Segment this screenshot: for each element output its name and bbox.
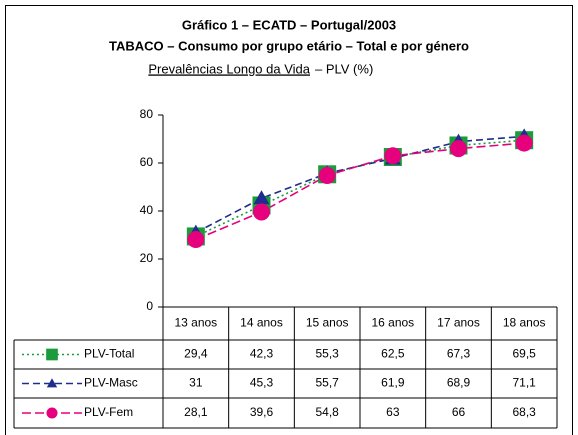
table-value: 62,5 — [381, 347, 405, 361]
y-tick-label: 60 — [140, 155, 154, 169]
frame — [5, 5, 573, 435]
series-line — [195, 139, 525, 238]
data-point — [318, 166, 336, 184]
data-point — [253, 190, 270, 205]
legend-label: PLV-Masc — [84, 376, 138, 390]
chart-title: Gráfico 1 – ECATD – Portugal/2003 — [182, 17, 396, 32]
y-tick-label: 80 — [140, 107, 154, 121]
table-value: 45,3 — [250, 376, 274, 390]
table-value: 39,6 — [250, 405, 274, 419]
y-tick-label: 20 — [140, 251, 154, 265]
data-point — [253, 203, 270, 221]
table-value: 66 — [452, 405, 466, 419]
table-value: 31 — [189, 376, 203, 390]
legend-label: PLV-Total — [84, 347, 134, 361]
table-value: 55,7 — [315, 376, 339, 390]
legend-label: PLV-Fem — [84, 405, 133, 419]
table-value: 68,9 — [447, 376, 471, 390]
table-value: 29,4 — [184, 347, 208, 361]
data-point — [515, 134, 533, 152]
legend-marker — [46, 348, 58, 361]
x-tick-label: 15 anos — [306, 316, 349, 330]
x-tick-label: 14 anos — [240, 316, 283, 330]
measure-unit: – PLV (%) — [315, 61, 373, 76]
x-tick-label: 16 anos — [371, 316, 414, 330]
table-value: 54,8 — [315, 405, 339, 419]
chart-subtitle: TABACO – Consumo por grupo etário – Tota… — [109, 38, 469, 53]
x-tick-label: 18 anos — [503, 316, 546, 330]
data-point — [450, 140, 467, 158]
legend-marker — [46, 378, 58, 388]
x-tick-label: 17 anos — [437, 316, 480, 330]
measure-label: Prevalências Longo da Vida — [148, 61, 310, 76]
table-value: 63 — [386, 405, 400, 419]
data-point — [187, 231, 205, 249]
data-point — [384, 147, 402, 165]
table-value: 69,5 — [512, 347, 536, 361]
legend-marker — [46, 407, 58, 419]
table-value: 28,1 — [184, 405, 208, 419]
table-value: 55,3 — [315, 347, 339, 361]
table-value: 61,9 — [381, 376, 405, 390]
series-line — [195, 142, 525, 241]
y-tick-label: 40 — [140, 203, 154, 217]
table-value: 67,3 — [447, 347, 471, 361]
series-line — [195, 135, 525, 234]
x-tick-label: 13 anos — [174, 316, 217, 330]
table-value: 42,3 — [250, 347, 274, 361]
table-value: 71,1 — [512, 376, 536, 390]
table-value: 68,3 — [512, 405, 536, 419]
y-tick-label: 0 — [146, 299, 153, 313]
